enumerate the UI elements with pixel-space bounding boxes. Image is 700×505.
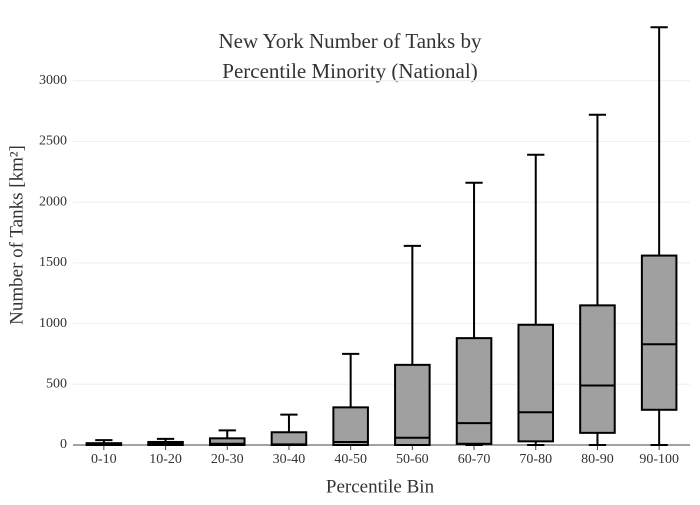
box bbox=[455, 337, 493, 445]
x-tick-label: 30-40 bbox=[273, 452, 306, 467]
x-tick-label: 60-70 bbox=[458, 452, 491, 467]
y-tick-label: 1500 bbox=[39, 255, 67, 270]
x-tick-label: 0-10 bbox=[91, 452, 117, 467]
y-tick-label: 2000 bbox=[39, 194, 67, 209]
box bbox=[332, 406, 369, 447]
box bbox=[640, 254, 678, 411]
x-tick-label: 70-80 bbox=[519, 452, 552, 467]
x-tick-label: 40-50 bbox=[334, 452, 367, 467]
chart-title: New York Number of Tanks by bbox=[219, 29, 482, 53]
y-tick-label: 3000 bbox=[39, 73, 67, 88]
box bbox=[208, 437, 246, 447]
x-axis-label: Percentile Bin bbox=[326, 476, 435, 497]
x-tick-label: 90-100 bbox=[639, 452, 679, 467]
x-tick-label: 10-20 bbox=[149, 452, 182, 467]
y-tick-label: 1000 bbox=[39, 316, 67, 331]
y-tick-label: 0 bbox=[60, 437, 67, 452]
y-axis-label: Number of Tanks [km²] bbox=[6, 145, 27, 325]
box bbox=[394, 363, 431, 447]
x-tick-label: 80-90 bbox=[581, 452, 614, 467]
box bbox=[517, 323, 555, 443]
y-tick-label: 500 bbox=[46, 377, 67, 392]
chart-title: Percentile Minority (National) bbox=[222, 59, 477, 83]
y-tick-label: 2500 bbox=[39, 134, 67, 149]
box bbox=[270, 431, 308, 446]
x-tick-label: 50-60 bbox=[396, 452, 429, 467]
x-tick-label: 20-30 bbox=[211, 452, 244, 467]
box bbox=[579, 304, 616, 434]
